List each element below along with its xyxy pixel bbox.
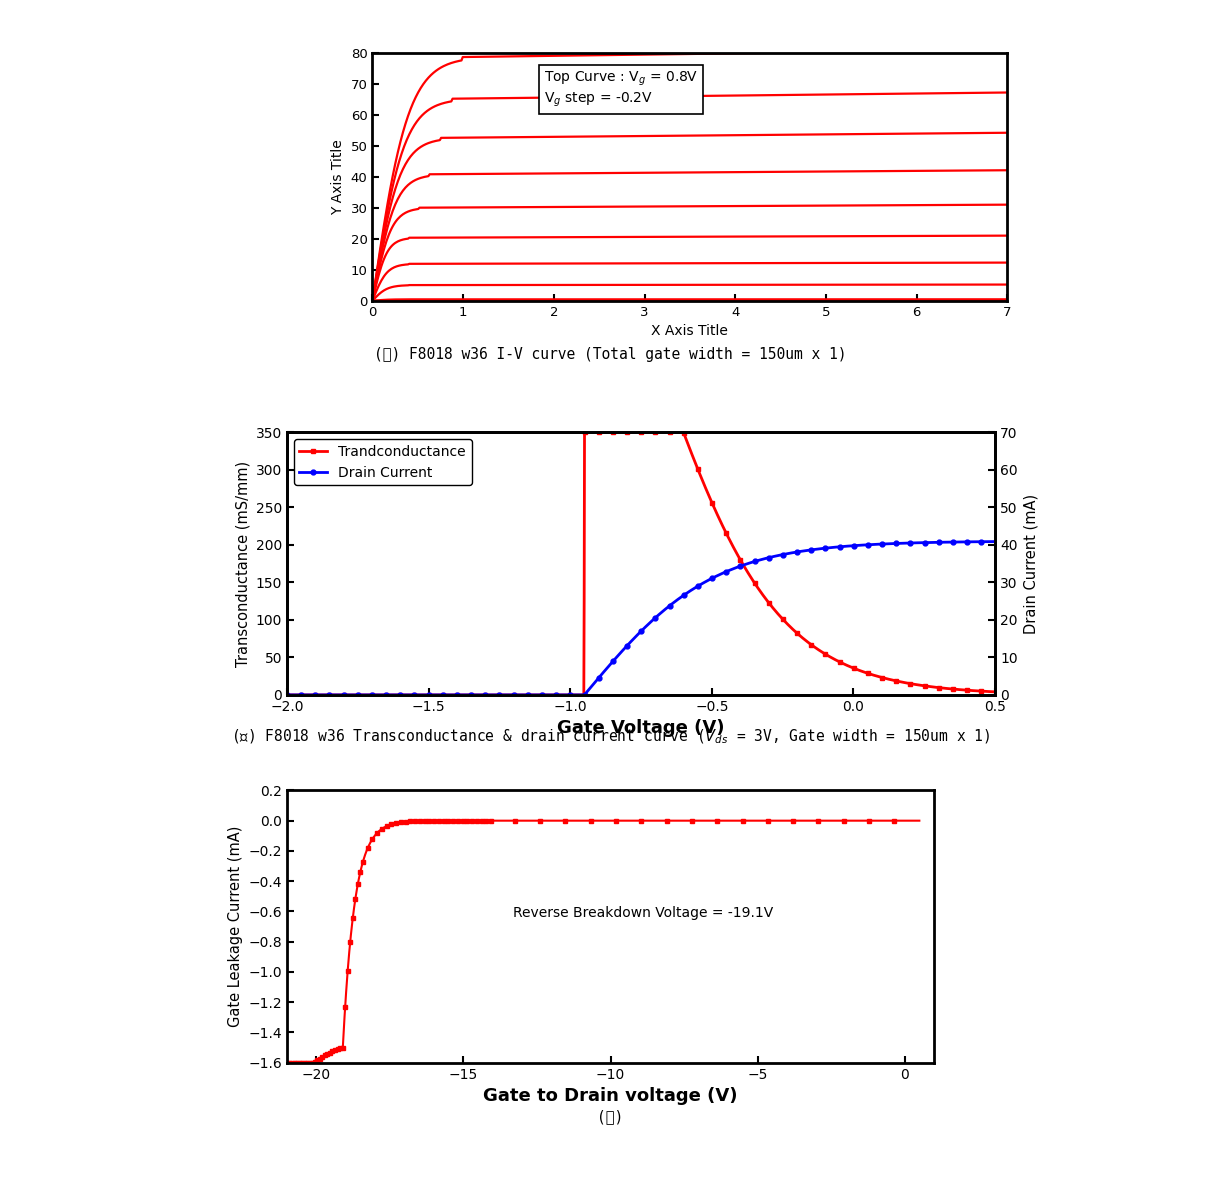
Trandconductance bbox=[606, 425, 620, 439]
Drain Current bbox=[967, 535, 982, 549]
Trandconductance bbox=[967, 684, 982, 698]
Drain Current bbox=[316, 688, 331, 702]
Trandconductance bbox=[838, 657, 852, 671]
Trandconductance bbox=[967, 683, 982, 697]
Drain Current bbox=[988, 535, 1002, 549]
X-axis label: Gate Voltage (V): Gate Voltage (V) bbox=[557, 719, 725, 738]
X-axis label: X Axis Title: X Axis Title bbox=[652, 325, 728, 338]
Line: Trandconductance: Trandconductance bbox=[284, 430, 998, 697]
Line: Drain Current: Drain Current bbox=[284, 540, 998, 697]
Legend: Trandconductance, Drain Current: Trandconductance, Drain Current bbox=[294, 439, 471, 485]
Drain Current bbox=[838, 540, 852, 554]
Text: Top Curve : V$_g$ = 0.8V
V$_g$ step = -0.2V: Top Curve : V$_g$ = 0.8V V$_g$ step = -0… bbox=[543, 70, 698, 109]
Drain Current bbox=[967, 535, 982, 549]
Text: (다): (다) bbox=[597, 1109, 624, 1124]
Drain Current bbox=[606, 654, 620, 669]
Trandconductance bbox=[624, 425, 639, 439]
Trandconductance bbox=[988, 684, 1002, 698]
Text: Reverse Breakdown Voltage = -19.1V: Reverse Breakdown Voltage = -19.1V bbox=[514, 906, 774, 919]
Drain Current bbox=[280, 688, 294, 702]
Y-axis label: Gate Leakage Current (mA): Gate Leakage Current (mA) bbox=[228, 826, 243, 1027]
Text: (나) F8018 w36 Transconductance & drain current curve ($V_{ds}$ = 3V, Gate width : (나) F8018 w36 Transconductance & drain c… bbox=[231, 727, 990, 746]
X-axis label: Gate to Drain voltage (V): Gate to Drain voltage (V) bbox=[484, 1087, 737, 1106]
Drain Current bbox=[624, 634, 639, 648]
Y-axis label: Transconductance (mS/mm): Transconductance (mS/mm) bbox=[236, 461, 250, 666]
Trandconductance bbox=[578, 425, 592, 439]
Trandconductance bbox=[280, 688, 294, 702]
Y-axis label: Drain Current (mA): Drain Current (mA) bbox=[1023, 493, 1038, 634]
Text: (가) F8018 w36 I-V curve (Total gate width = 150um x 1): (가) F8018 w36 I-V curve (Total gate widt… bbox=[375, 347, 846, 362]
Y-axis label: Y Axis Title: Y Axis Title bbox=[331, 139, 346, 215]
Trandconductance bbox=[316, 688, 331, 702]
